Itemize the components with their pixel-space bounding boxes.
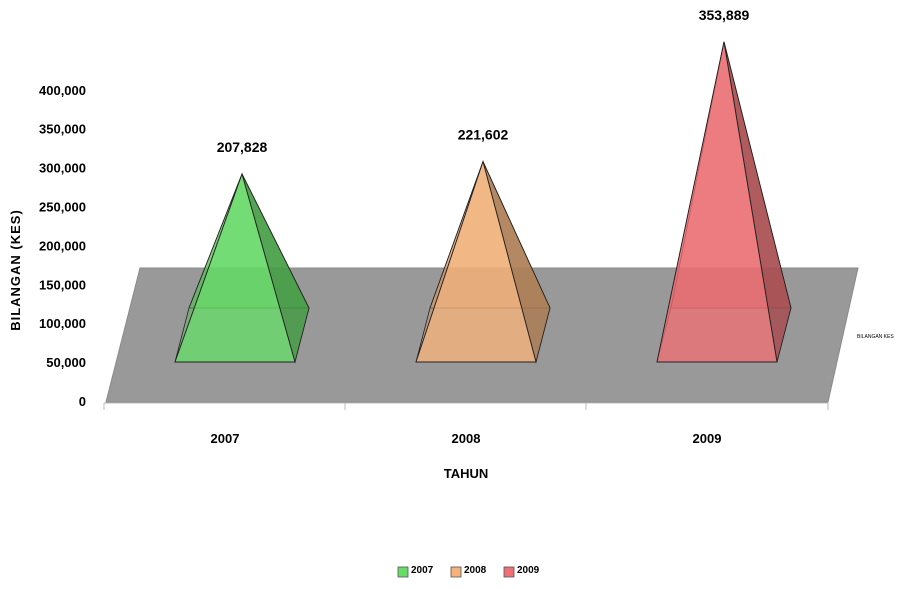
y-tick-label: 350,000 [39, 122, 86, 137]
pyramid-2009 [656, 41, 792, 363]
legend-entry-2008: 2008 [464, 565, 487, 576]
data-labels: 207,828 221,602 353,889 [217, 7, 750, 155]
y-axis-ticks: 0 50,000 100,000 150,000 200,000 250,000 300,0… [39, 83, 86, 409]
category-label-2008: 2008 [452, 431, 481, 446]
legend-swatch-2009 [503, 566, 515, 578]
legend-swatch-2008 [450, 566, 462, 578]
data-label-2009: 353,889 [699, 7, 750, 23]
pyramid-series [174, 41, 792, 364]
legend-entry-2009: 2009 [517, 565, 540, 576]
data-label-2007: 207,828 [217, 139, 268, 155]
y-tick-label: 50,000 [46, 355, 86, 370]
y-tick-label: 200,000 [39, 238, 86, 253]
pyramid-2007 [174, 172, 310, 364]
pyramid-2008 [415, 159, 551, 364]
category-label-2007: 2007 [211, 431, 240, 446]
data-label-2008: 221,602 [458, 127, 509, 143]
depth-axis-label: BILANGAN KES [857, 334, 894, 340]
y-tick-label: 150,000 [39, 277, 86, 292]
legend-swatch-2007 [397, 566, 409, 578]
y-tick-label: 300,000 [39, 161, 86, 176]
legend-entry-2007: 2007 [411, 565, 434, 576]
category-labels: 2007 2008 2009 [211, 431, 722, 446]
legend: 2007 2008 2009 [397, 565, 540, 578]
category-label-2009: 2009 [693, 431, 722, 446]
y-tick-label: 0 [79, 394, 86, 409]
y-tick-label: 100,000 [39, 316, 86, 331]
x-axis-title: TAHUN [444, 466, 489, 481]
y-axis-title: BILANGAN (KES) [8, 209, 23, 331]
y-tick-label: 400,000 [39, 83, 86, 98]
y-tick-label: 250,000 [39, 200, 86, 215]
